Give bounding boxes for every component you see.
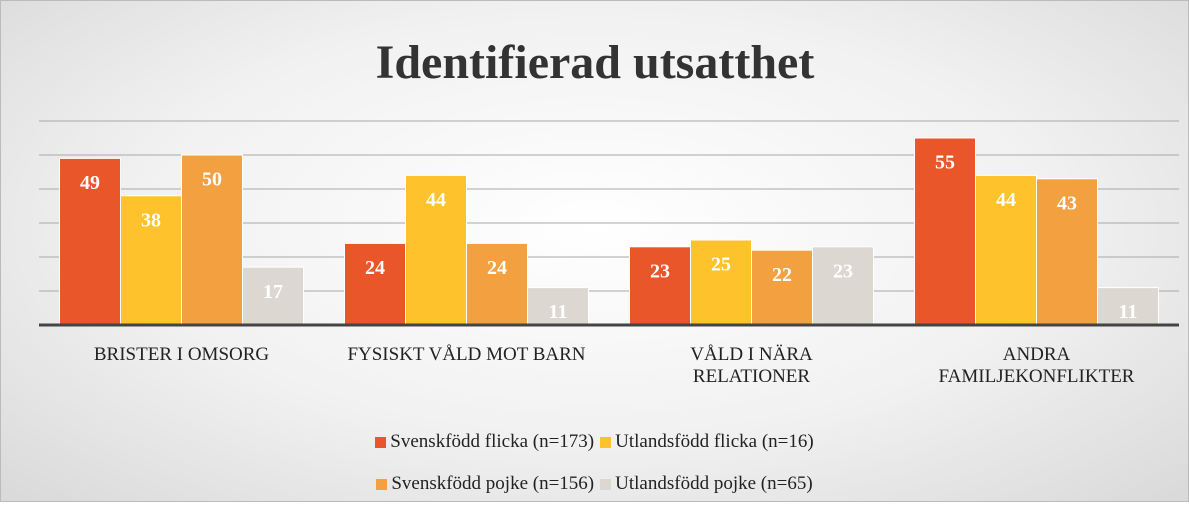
bar [975, 174, 1037, 326]
data-label: 11 [549, 301, 568, 323]
bar [242, 266, 304, 326]
bar [914, 137, 976, 326]
data-label: 44 [996, 189, 1016, 211]
legend-item: Svenskfödd pojke (n=156) [376, 463, 594, 505]
legend-swatch [600, 478, 612, 490]
bar [629, 246, 691, 326]
legend-item: Utlandsfödd pojke (n=65) [600, 463, 813, 505]
legend-label: Svenskfödd flicka (n=173) [390, 431, 595, 452]
bar [812, 246, 874, 326]
bar [1097, 287, 1159, 326]
legend-swatch [375, 436, 387, 448]
chart-title: Identifierad utsatthet [376, 36, 815, 89]
legend: Svenskfödd flicka (n=173) Utlandsfödd fli… [1, 421, 1188, 505]
data-label: 24 [487, 257, 507, 279]
legend-swatch [376, 478, 388, 490]
data-label: 55 [935, 152, 955, 174]
bar [466, 242, 528, 326]
legend-swatch [600, 436, 612, 448]
bar [1036, 178, 1098, 326]
legend-label: Utlandsfödd flicka (n=16) [615, 431, 814, 452]
x-tick-label: ANDRA FAMILJEKONFLIKTER [938, 344, 1135, 387]
data-label: 50 [202, 169, 222, 191]
x-tick-label: FYSISKT VÅLD MOT BARN [347, 344, 586, 365]
data-label: 23 [650, 260, 670, 282]
data-label: 43 [1057, 192, 1077, 214]
bar [751, 249, 813, 326]
data-label: 11 [1119, 301, 1138, 323]
data-label: 25 [711, 254, 731, 276]
bar [344, 242, 406, 326]
data-label: 44 [426, 189, 446, 211]
x-tick-label: BRISTER I OMSORG [93, 344, 270, 365]
legend-label: Svenskfödd pojke (n=156) [391, 473, 595, 494]
data-label: 23 [833, 260, 853, 282]
data-label: 49 [80, 172, 100, 194]
data-label: 17 [263, 281, 283, 303]
bar [405, 174, 467, 326]
legend-label: Utlandsfödd pojke (n=65) [615, 473, 813, 494]
data-label: 22 [772, 264, 792, 286]
data-label: 24 [365, 257, 385, 279]
legend-item: Svenskfödd flicka (n=173) [375, 421, 594, 463]
x-tick-label: VÅLD I NÄRA RELATIONER [690, 344, 813, 387]
data-label: 38 [141, 209, 161, 231]
legend-item: Utlandsfödd flicka (n=16) [600, 421, 814, 463]
